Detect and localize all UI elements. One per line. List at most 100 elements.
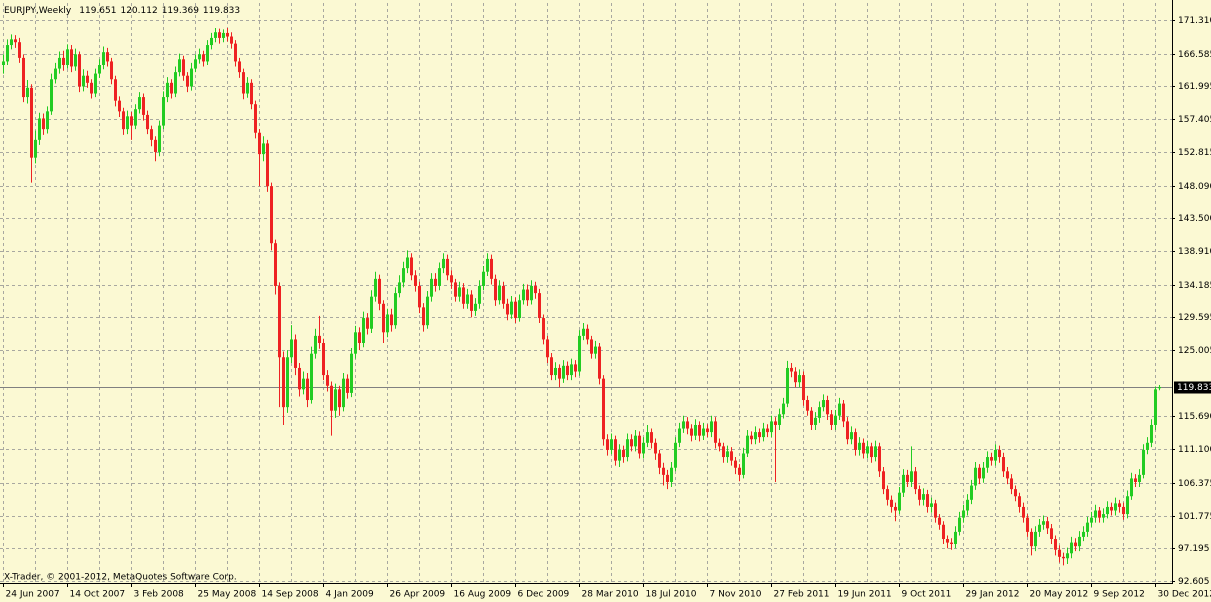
candle-body — [66, 49, 69, 66]
candle-body — [1146, 442, 1149, 450]
candle-body — [862, 442, 865, 454]
candle-body — [802, 375, 805, 401]
candle-body — [1066, 553, 1069, 559]
candle-body — [550, 357, 553, 376]
symbol: EURJPY,Weekly — [4, 6, 72, 16]
candle-body — [786, 367, 789, 404]
candle-body — [798, 375, 801, 383]
candle-body — [138, 97, 141, 110]
header-low: 119.369 — [162, 6, 199, 16]
candle-body — [898, 492, 901, 511]
candle-body — [734, 460, 737, 468]
candle-body — [766, 428, 769, 433]
x-tick-label: 20 May 2012 — [1030, 590, 1089, 600]
candle-body — [1050, 528, 1053, 540]
candle-body — [890, 499, 893, 507]
current-price-label: 119.833 — [1177, 383, 1211, 393]
candle-layer — [2, 27, 1161, 566]
x-tick-label: 9 Oct 2011 — [902, 590, 952, 600]
candle-body — [242, 72, 245, 94]
candle-body — [1062, 556, 1065, 559]
candle-body — [378, 278, 381, 304]
candle-body — [6, 45, 9, 62]
x-tick-label: 30 Dec 2012 — [1158, 590, 1211, 600]
candle-body — [182, 59, 185, 76]
candle-body — [742, 453, 745, 475]
candle-body — [630, 439, 633, 447]
candle-body — [986, 457, 989, 468]
candle-body — [822, 400, 825, 408]
candle-body — [646, 432, 649, 443]
x-tick-label: 28 Mar 2010 — [582, 590, 639, 600]
candle-body — [918, 489, 921, 500]
candle-body — [522, 289, 525, 301]
candle-body — [754, 432, 757, 440]
candle-body — [490, 258, 493, 279]
candle-body — [818, 407, 821, 418]
x-tick-label: 14 Sep 2008 — [262, 590, 319, 600]
candle-body — [18, 42, 21, 58]
candle-body — [1122, 506, 1125, 515]
candle-body — [366, 318, 369, 329]
candle-body — [506, 303, 509, 315]
candle-body — [886, 489, 889, 500]
candle-body — [1010, 478, 1013, 490]
candle-body — [746, 435, 749, 454]
candle-body — [502, 285, 505, 304]
candle-body — [1042, 521, 1045, 525]
candle-body — [614, 439, 617, 461]
candle-body — [738, 467, 741, 475]
candle-body — [118, 100, 121, 112]
candle-body — [950, 542, 953, 545]
candle-body — [678, 428, 681, 443]
grid-layer — [0, 0, 1175, 587]
candle-body — [934, 503, 937, 518]
candle-body — [666, 474, 669, 482]
candle-body — [22, 57, 25, 98]
candle-body — [1130, 478, 1133, 497]
candle-body — [362, 318, 365, 344]
chart-header: EURJPY,Weekly 119.651 120.112 119.369 119.83… — [4, 6, 240, 16]
candle-body — [470, 294, 473, 311]
candle-body — [486, 258, 489, 272]
candle-body — [262, 143, 265, 155]
candle-body — [394, 293, 397, 326]
candle-body — [206, 45, 209, 62]
candle-body — [314, 335, 317, 354]
candle-body — [674, 442, 677, 468]
candle-body — [50, 79, 53, 112]
candle-body — [966, 499, 969, 511]
candle-body — [74, 54, 77, 67]
candle-body — [774, 421, 777, 425]
candle-body — [1078, 536, 1081, 547]
candle-body — [238, 61, 241, 73]
candle-body — [758, 432, 761, 438]
candle-body — [782, 403, 785, 415]
candle-body — [46, 111, 49, 130]
candle-body — [582, 328, 585, 336]
candle-body — [482, 271, 485, 286]
candle-body — [1110, 506, 1113, 511]
candle-body — [958, 517, 961, 532]
candle-body — [1150, 424, 1153, 443]
candle-body — [978, 467, 981, 479]
text-layer: EURJPY,Weekly 119.651 120.112 119.369 119.83… — [4, 6, 1211, 600]
candle-body — [310, 353, 313, 401]
candle-body — [814, 417, 817, 425]
candle-body — [234, 43, 237, 62]
candle-body — [1070, 542, 1073, 554]
candle-body — [1114, 503, 1117, 511]
candle-body — [214, 32, 217, 38]
candle-body — [618, 449, 621, 461]
candle-body — [434, 278, 437, 286]
candle-body — [350, 353, 353, 393]
y-tick-label: 148.090 — [1178, 182, 1211, 192]
candle-body — [374, 278, 377, 297]
candle-body — [606, 439, 609, 450]
candle-body — [450, 275, 453, 283]
candle-body — [1014, 489, 1017, 497]
y-tick-label: 101.775 — [1178, 512, 1211, 522]
candle-body — [562, 365, 565, 379]
candle-body — [78, 54, 81, 87]
candle-body — [158, 125, 161, 152]
